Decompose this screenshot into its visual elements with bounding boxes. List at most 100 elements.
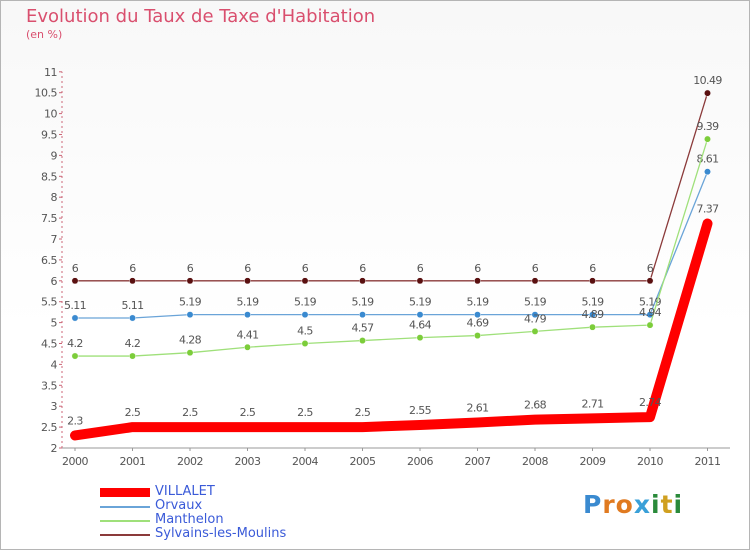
data-point xyxy=(531,277,539,285)
data-label: 4.2 xyxy=(67,337,83,350)
data-label: 5.19 xyxy=(351,296,374,309)
data-label: 6 xyxy=(474,262,481,275)
data-point xyxy=(704,89,711,97)
data-label: 2.5 xyxy=(125,406,141,419)
data-label: 6 xyxy=(72,262,79,275)
data-point xyxy=(531,327,539,335)
data-point xyxy=(186,311,194,319)
data-label: 5.19 xyxy=(294,296,317,309)
data-label: 2.5 xyxy=(240,406,256,419)
x-tick-label: 2008 xyxy=(522,455,548,468)
data-point xyxy=(186,349,194,357)
x-tick-label: 2010 xyxy=(637,455,663,468)
y-tick-label: 6 xyxy=(51,275,58,288)
data-label: 2.5 xyxy=(182,406,198,419)
data-point xyxy=(474,332,481,340)
chart-unit-label: (en %) xyxy=(26,28,63,41)
data-label: 6 xyxy=(417,262,424,275)
legend-swatch-sylvains xyxy=(100,534,150,536)
y-tick-label: 4.5 xyxy=(41,338,57,351)
y-tick-label: 3.5 xyxy=(41,379,57,392)
data-label: 6 xyxy=(532,262,539,275)
data-point xyxy=(646,321,654,329)
data-point xyxy=(129,352,136,360)
data-label: 2.3 xyxy=(67,414,83,427)
chart-plot: 2 2.5 3 3.5 4 4.5 5 5.5 6 6.5 7 7.5 8 8.5 9 9.5 10 10.5 11… xyxy=(35,66,730,468)
data-point xyxy=(589,323,596,331)
data-label: 4.2 xyxy=(125,337,141,350)
data-label: 5.19 xyxy=(581,296,604,309)
x-tick-label: 2009 xyxy=(580,455,606,468)
y-tick-label: 5.5 xyxy=(41,296,57,309)
data-label: 2.68 xyxy=(524,399,547,412)
y-tick-label: 7 xyxy=(51,233,58,246)
x-tick-label: 2001 xyxy=(120,455,146,468)
series-line-sylvains-les-moulins xyxy=(74,92,709,282)
data-label: 4.64 xyxy=(409,319,432,332)
data-point xyxy=(359,311,366,319)
data-point xyxy=(416,334,424,342)
y-tick-label: 10 xyxy=(44,108,57,121)
data-point xyxy=(244,343,251,351)
data-point xyxy=(359,277,366,285)
data-point xyxy=(704,135,711,143)
data-label: 2.71 xyxy=(581,397,603,410)
data-point xyxy=(704,168,711,176)
data-point xyxy=(359,337,366,345)
data-point xyxy=(129,277,136,285)
x-tick-label: 2003 xyxy=(235,455,261,468)
data-label: 7.37 xyxy=(696,203,719,216)
y-tick-label: 9 xyxy=(51,149,58,162)
data-label: 2.5 xyxy=(355,406,371,419)
y-tick-label: 9.5 xyxy=(41,129,57,142)
data-point xyxy=(244,311,251,319)
legend-label-manthelon: Manthelon xyxy=(155,512,224,527)
data-label: 4.28 xyxy=(179,334,202,347)
x-tick-label: 2002 xyxy=(177,455,203,468)
y-tick-label: 2 xyxy=(51,442,58,455)
legend-label-orvaux: Orvaux xyxy=(155,498,203,513)
y-tick-label: 2.5 xyxy=(41,421,57,434)
legend-label-villalet: VILLALET xyxy=(155,484,215,499)
data-label: 4.41 xyxy=(236,328,258,341)
data-label: 5.19 xyxy=(409,296,432,309)
data-label: 2.61 xyxy=(466,402,488,415)
data-point xyxy=(129,314,136,322)
data-label: 5.19 xyxy=(466,296,489,309)
y-tick-label: 3 xyxy=(51,400,58,413)
chart-title: Evolution du Taux de Taxe d'Habitation xyxy=(26,6,376,27)
data-point xyxy=(474,277,481,285)
y-tick-label: 6.5 xyxy=(41,254,57,267)
x-tick-label: 2007 xyxy=(465,455,491,468)
series-line-manthelon xyxy=(74,138,709,357)
proxiti-logo: Proxiti xyxy=(583,490,684,519)
legend-swatch-orvaux xyxy=(100,506,150,508)
data-point xyxy=(71,352,79,360)
data-label: 5.19 xyxy=(179,296,202,309)
y-tick-label: 4 xyxy=(51,358,58,371)
data-label: 4.89 xyxy=(581,308,604,321)
data-label: 4.69 xyxy=(466,317,489,330)
y-tick-label: 7.5 xyxy=(41,212,57,225)
data-label: 4.94 xyxy=(639,306,662,319)
data-point xyxy=(474,311,481,319)
data-point xyxy=(244,277,251,285)
data-label: 2.55 xyxy=(409,404,432,417)
data-point xyxy=(416,311,424,319)
data-label: 9.39 xyxy=(696,120,719,133)
data-point xyxy=(301,311,309,319)
y-tick-label: 11 xyxy=(44,66,57,79)
data-label: 10.49 xyxy=(693,74,722,87)
data-label: 2.74 xyxy=(639,396,662,409)
legend-label-sylvains: Sylvains-les-Moulins xyxy=(155,526,287,541)
data-label: 4.5 xyxy=(297,325,313,338)
data-label: 6 xyxy=(187,262,194,275)
data-label: 5.19 xyxy=(236,296,259,309)
x-tick-label: 2004 xyxy=(292,455,318,468)
data-point xyxy=(71,314,79,322)
x-tick-label: 2011 xyxy=(695,455,721,468)
data-point xyxy=(186,277,194,285)
data-point xyxy=(416,277,424,285)
data-label: 4.57 xyxy=(351,322,374,335)
